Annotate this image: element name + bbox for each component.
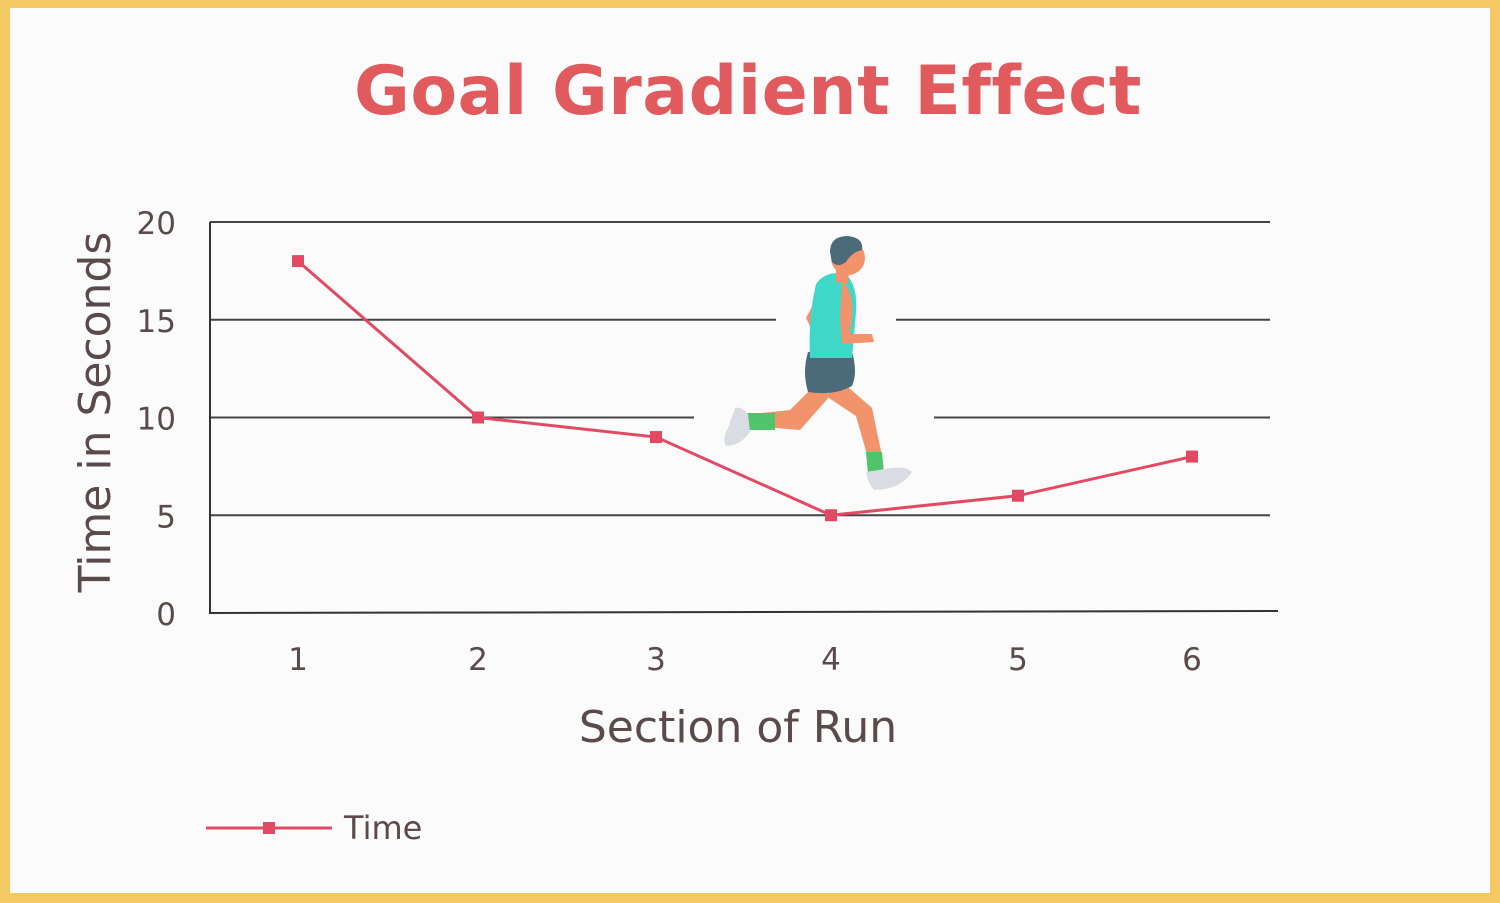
y-tick-label: 0 (156, 597, 176, 633)
data-point (1186, 450, 1198, 463)
x-axis-label: Section of Run (579, 702, 897, 753)
axes (209, 222, 1279, 614)
x-axis-line (209, 610, 1279, 614)
runner-back-sock (745, 413, 775, 430)
runner-front-arm (840, 282, 874, 344)
y-tick-label: 10 (137, 402, 176, 438)
runner-illustration (724, 236, 912, 490)
tick-labels: 0 5 10 15 20 1 2 3 4 5 6 (137, 206, 1202, 678)
chart-frame: Goal Gradient Effect (10, 8, 1490, 893)
runner-hair (830, 236, 863, 265)
runner-front-sock (866, 452, 884, 474)
axis-labels: Section of Run Time in Seconds (70, 232, 897, 753)
legend-label: Time (343, 809, 422, 847)
x-tick-label: 4 (821, 642, 841, 678)
runner-back-shoe (724, 407, 750, 446)
runner-front-shoe (866, 467, 912, 490)
data-point (650, 431, 662, 444)
x-tick-label: 2 (468, 642, 488, 678)
chart-title: Goal Gradient Effect (354, 52, 1142, 131)
runner-front-leg (826, 380, 882, 458)
x-tick-label: 5 (1008, 642, 1028, 678)
data-point (1012, 489, 1024, 502)
y-tick-label: 20 (137, 206, 176, 242)
y-tick-label: 15 (137, 304, 176, 340)
gridlines (210, 221, 1270, 517)
legend: Time (206, 809, 422, 847)
x-tick-label: 6 (1182, 642, 1202, 678)
data-point (825, 509, 837, 522)
runner-shorts (805, 352, 855, 394)
data-point (472, 411, 484, 424)
y-tick-label: 5 (156, 499, 176, 535)
y-axis-label: Time in Seconds (70, 232, 121, 594)
data-point (292, 255, 304, 268)
legend-marker (263, 822, 275, 834)
series-layer (292, 255, 1198, 522)
x-tick-label: 1 (288, 642, 308, 678)
series-line-time (297, 259, 1193, 517)
x-tick-label: 3 (646, 642, 666, 678)
